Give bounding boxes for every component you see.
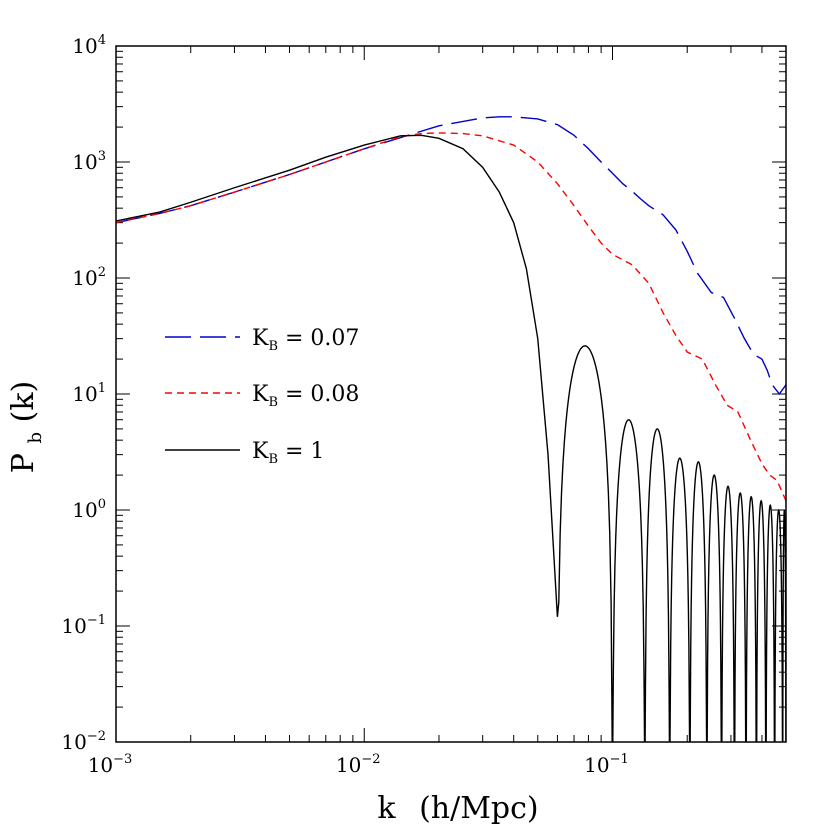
legend-entry-1: KB = 0.08 [252, 382, 359, 410]
y-tick-label: 101 [72, 381, 106, 406]
y-tick-label-base: 10 [72, 34, 97, 58]
y-tick-label-exp: 2 [98, 265, 106, 280]
y-tick-label: 100 [72, 497, 106, 522]
legend-entry-2: KB = 1 [252, 439, 324, 467]
x-tick-label: 10−1 [584, 752, 629, 777]
plot-frame [115, 45, 787, 743]
x-axis-label-main: k [377, 791, 396, 826]
y-tick-label: 102 [72, 265, 106, 290]
y-axis-label-sub: b [25, 432, 46, 444]
legend-symbol: K [252, 439, 269, 464]
x-tick-label-base: 10 [88, 753, 113, 777]
axis-ticks [115, 45, 787, 743]
y-tick-label-exp: 4 [98, 33, 106, 48]
legend-subscript: B [268, 452, 278, 467]
y-tick-label-exp: 0 [98, 497, 106, 512]
legend-subscript: B [268, 395, 278, 410]
legend-value: = 1 [278, 439, 324, 464]
x-tick-label-exp: −3 [113, 752, 132, 767]
y-tick-label-base: 10 [61, 730, 86, 754]
y-tick-label-base: 10 [72, 498, 97, 522]
y-tick-label-exp: 1 [98, 381, 106, 396]
x-tick-label-exp: −2 [361, 752, 380, 767]
x-tick-label-exp: −1 [610, 752, 629, 767]
legend-symbol: K [252, 382, 269, 407]
legend-entry-0: KB = 0.07 [252, 326, 359, 354]
series-line-0 [116, 116, 786, 396]
y-tick-label: 10−1 [61, 613, 106, 638]
series-line-2 [116, 134, 786, 742]
y-tick-label: 10−2 [61, 729, 106, 754]
y-tick-label-exp: 3 [98, 149, 106, 164]
x-axis-label-unit: (h/Mpc) [419, 791, 539, 826]
x-tick-label-base: 10 [584, 753, 609, 777]
y-tick-label-exp: −1 [87, 613, 106, 628]
y-axis-label-arg: (k) [6, 381, 41, 423]
legend-subscript: B [268, 339, 278, 354]
x-tick-label-base: 10 [336, 753, 361, 777]
y-tick-label-base: 10 [61, 614, 86, 638]
y-tick-label: 103 [72, 149, 106, 174]
legend-symbol: K [252, 326, 269, 351]
legend-value: = 0.07 [278, 326, 359, 351]
y-axis-label: P b (k) [6, 381, 49, 473]
y-tick-label-exp: −2 [87, 729, 106, 744]
x-tick-label: 10−3 [88, 752, 133, 777]
series-layer [116, 116, 786, 742]
series-line-1 [116, 132, 786, 502]
y-tick-label-base: 10 [72, 150, 97, 174]
x-axis-label: k (h/Mpc) [377, 791, 538, 826]
y-tick-label: 104 [72, 33, 106, 58]
y-tick-label-base: 10 [72, 382, 97, 406]
legend-value: = 0.08 [278, 382, 359, 407]
x-tick-label: 10−2 [336, 752, 381, 777]
x-tick-labels: 10−3 10−2 10−1 [88, 752, 629, 777]
y-tick-label-base: 10 [72, 266, 97, 290]
y-axis-label-main: P [6, 453, 41, 473]
